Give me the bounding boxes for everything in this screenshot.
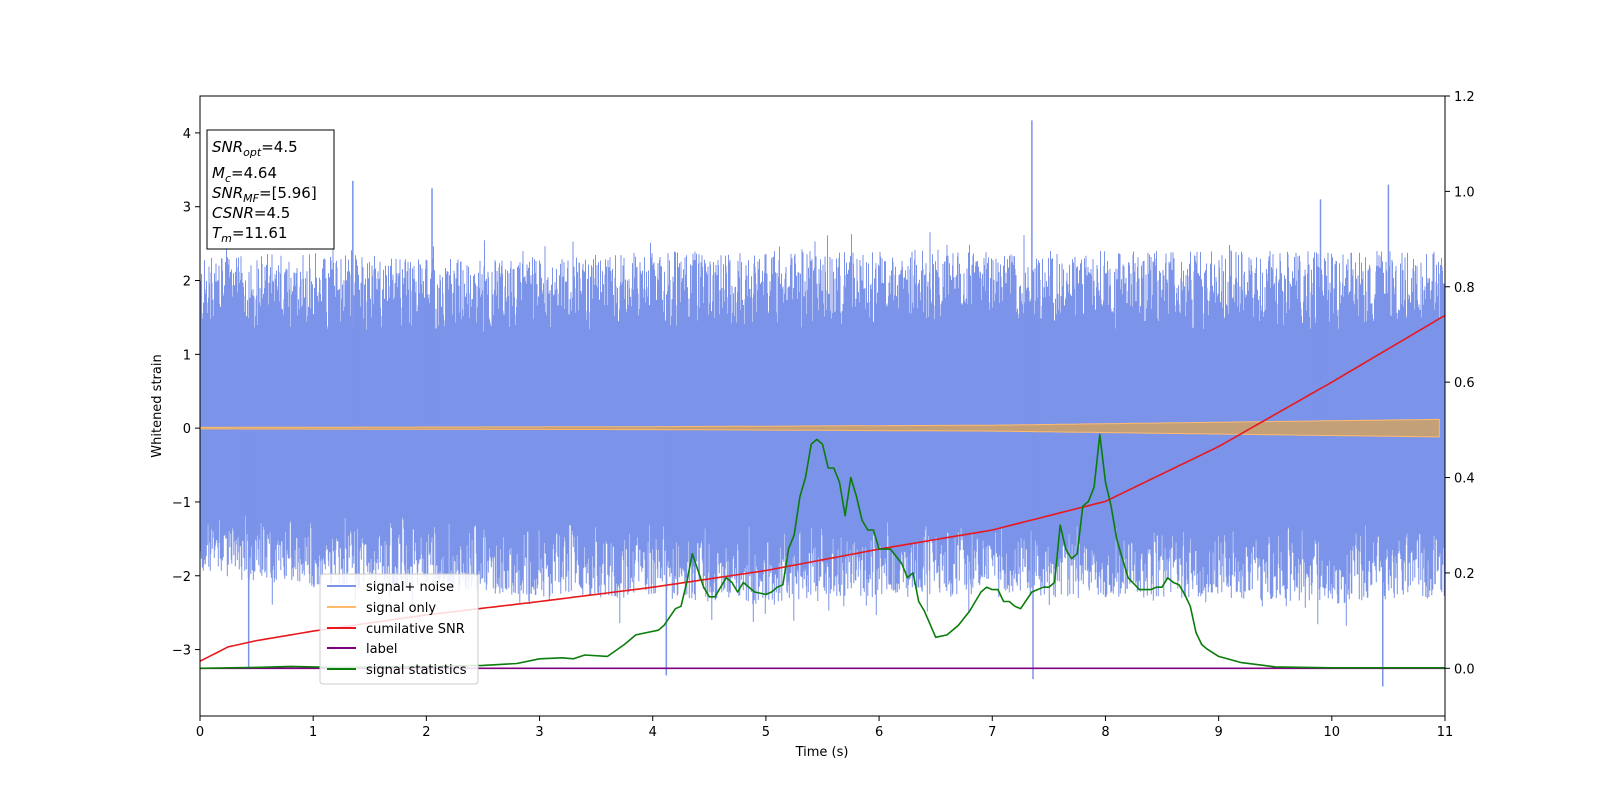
y-axis-title: Whitened strain (150, 354, 165, 457)
x-tick-label: 10 (1324, 725, 1341, 740)
y-tick-label: 3 (183, 201, 191, 216)
signal-noise-series (200, 120, 1445, 687)
y-tick-label: −1 (172, 496, 191, 511)
y2-tick-label: 0.4 (1454, 472, 1475, 487)
legend-label-cumulative-snr: cumilative SNR (366, 622, 465, 637)
x-tick-label: 3 (535, 725, 543, 740)
axes-frame (199, 95, 1446, 717)
x-tick-label: 0 (196, 725, 204, 740)
y2-tick-label: 1.0 (1454, 185, 1475, 200)
x-tick-label: 7 (988, 725, 996, 740)
signal-statistics-line (200, 433, 1445, 670)
y2-tick-label: 1.2 (1454, 90, 1475, 105)
x-axis-title: Time (s) (795, 745, 849, 760)
y-tick-label: −2 (172, 570, 191, 585)
legend-label-signal-noise: signal+ noise (366, 580, 454, 595)
x-tick-label: 1 (309, 725, 317, 740)
annotation-line-tm: Tm=11.61 (212, 224, 287, 245)
y-tick-label: 0 (183, 422, 191, 437)
annotation-line-snr-mf: SNRMF=[5.96] (212, 184, 317, 205)
legend-item-signal-noise: signal+ noise (327, 580, 454, 595)
legend-label-signal-statistics: signal statistics (366, 663, 467, 678)
y-tick-label: 2 (183, 275, 191, 290)
legend-label-label: label (366, 642, 397, 657)
signal-only-series (200, 418, 1440, 438)
signal-statistics-series (200, 433, 1445, 670)
legend-item-label: label (327, 642, 397, 657)
signal-only-band (200, 418, 1440, 438)
x-tick-label: 2 (422, 725, 430, 740)
x-tick-label: 8 (1101, 725, 1109, 740)
y2-axis-ticks: 0.0 0.2 0.4 0.6 0.8 1.0 1.2 (1445, 90, 1475, 677)
legend-item-signal-only: signal only (327, 601, 436, 616)
y2-tick-label: 0.6 (1454, 376, 1475, 391)
legend-item-cumulative-snr: cumilative SNR (327, 622, 465, 637)
x-tick-label: 4 (649, 725, 657, 740)
annotation-box: SNRopt=4.5 Mc=4.64 SNRMF=[5.96] CSNR=4.5… (206, 129, 335, 250)
x-tick-label: 9 (1214, 725, 1222, 740)
x-axis-ticks: 0 1 2 3 4 5 6 7 8 9 10 11 (196, 716, 1453, 740)
y2-tick-label: 0.2 (1454, 567, 1475, 582)
legend: signal+ noise signal only cumilative SNR… (319, 573, 479, 685)
x-tick-label: 5 (762, 725, 770, 740)
y2-tick-label: 0.0 (1454, 662, 1475, 677)
y-axis-ticks: −3 −2 −1 0 1 2 3 4 (172, 127, 200, 659)
legend-item-signal-statistics: signal statistics (327, 663, 467, 678)
y-tick-label: 4 (183, 127, 191, 142)
x-tick-label: 6 (875, 725, 883, 740)
annotation-line-csnr: CSNR=4.5 (212, 204, 290, 222)
x-tick-label: 11 (1437, 725, 1454, 740)
y2-tick-label: 0.8 (1454, 281, 1475, 296)
y-tick-label: −3 (172, 644, 191, 659)
annotation-line-mc: Mc=4.64 (212, 164, 277, 185)
legend-label-signal-only: signal only (366, 601, 436, 616)
y-tick-label: 1 (183, 348, 191, 363)
annotation-line-snr-opt: SNRopt=4.5 (212, 138, 298, 159)
